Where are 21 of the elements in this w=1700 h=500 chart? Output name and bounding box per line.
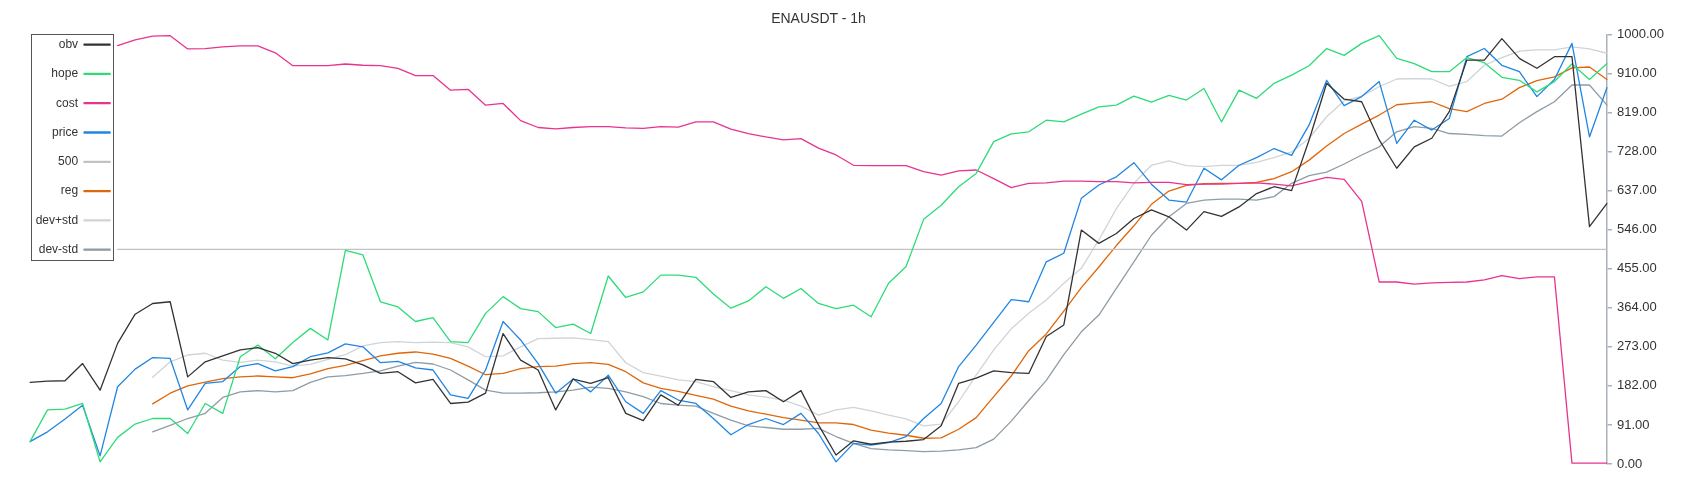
- y-tick-label: 273.00: [1617, 338, 1657, 354]
- y-tick-label: 0.00: [1617, 455, 1643, 471]
- legend-label: reg: [60, 183, 79, 198]
- y-tick-label: 1000.00: [1617, 26, 1664, 42]
- legend-label: obv: [58, 36, 79, 51]
- y-tick-label: 637.00: [1617, 182, 1657, 198]
- y-tick-label: 91.00: [1617, 416, 1650, 432]
- chart-title: ENAUSDT - 1h: [771, 10, 866, 27]
- y-tick-label: 546.00: [1617, 221, 1657, 237]
- y-tick-label: 910.00: [1617, 65, 1657, 81]
- y-tick-label: 819.00: [1617, 104, 1657, 120]
- legend-label: cost: [56, 95, 79, 110]
- y-tick-label: 364.00: [1617, 299, 1657, 315]
- legend-label: price: [52, 124, 79, 139]
- legend-label: dev+std: [35, 212, 79, 227]
- legend-label: 500: [58, 154, 79, 169]
- y-tick-label: 182.00: [1617, 377, 1657, 393]
- legend-label: dev-std: [38, 242, 79, 257]
- y-tick-label: 455.00: [1617, 260, 1657, 276]
- y-tick-label: 728.00: [1617, 143, 1657, 159]
- legend-label: hope: [51, 66, 79, 81]
